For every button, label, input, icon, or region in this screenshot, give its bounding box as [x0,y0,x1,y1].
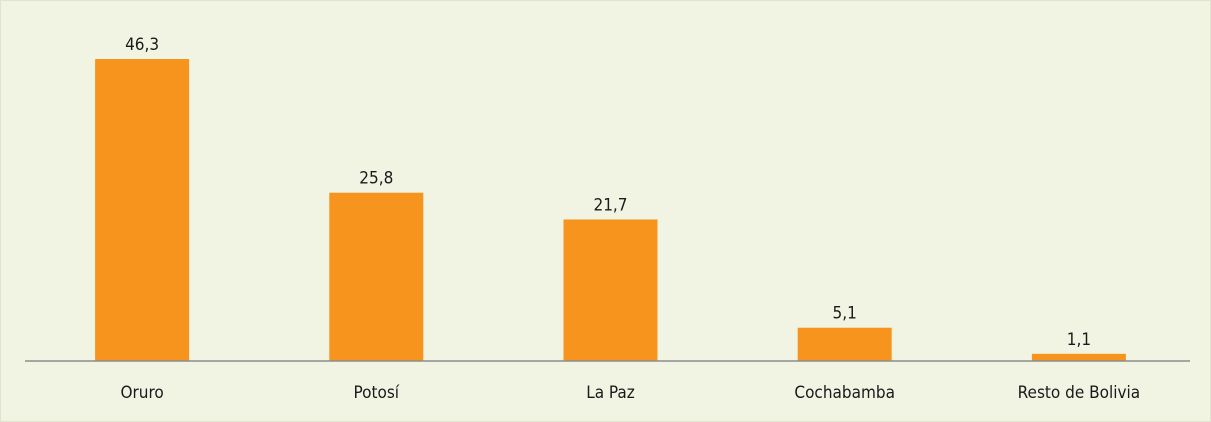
value-label: 46,3 [125,35,159,55]
bar [797,327,892,361]
x-tick-label: Potosí [354,383,400,403]
value-label: 25,8 [359,169,393,189]
bar [329,192,424,361]
x-tick-label: Cochabamba [794,383,895,403]
x-tick-label: La Paz [586,383,635,403]
value-label: 1,1 [1067,330,1091,350]
value-label: 21,7 [593,195,627,215]
x-tick-label: Resto de Bolivia [1018,383,1140,403]
bar [1031,353,1126,361]
x-tick-label: Oruro [120,383,163,403]
bar [563,219,658,361]
bar [95,59,190,361]
value-label: 5,1 [833,304,857,324]
